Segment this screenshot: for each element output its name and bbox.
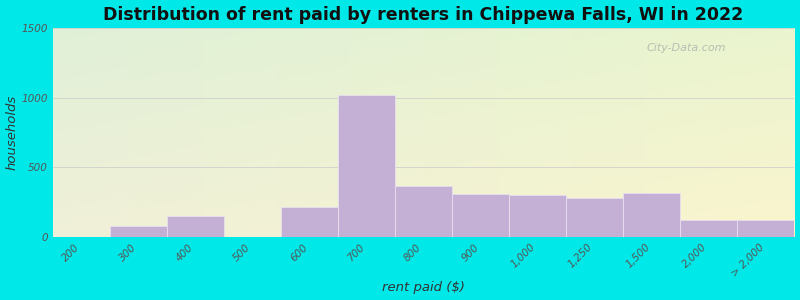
Bar: [338, 95, 395, 237]
Bar: [509, 195, 566, 237]
Text: City-Data.com: City-Data.com: [646, 43, 726, 52]
Bar: [623, 193, 680, 237]
Bar: [680, 220, 738, 237]
Y-axis label: households: households: [6, 95, 18, 170]
Title: Distribution of rent paid by renters in Chippewa Falls, WI in 2022: Distribution of rent paid by renters in …: [103, 6, 744, 24]
Bar: [566, 198, 623, 237]
Bar: [738, 220, 794, 237]
Bar: [452, 194, 509, 237]
Bar: [110, 226, 167, 237]
X-axis label: rent paid ($): rent paid ($): [382, 281, 465, 294]
Bar: [281, 206, 338, 237]
Bar: [395, 186, 452, 237]
Bar: [167, 216, 224, 237]
